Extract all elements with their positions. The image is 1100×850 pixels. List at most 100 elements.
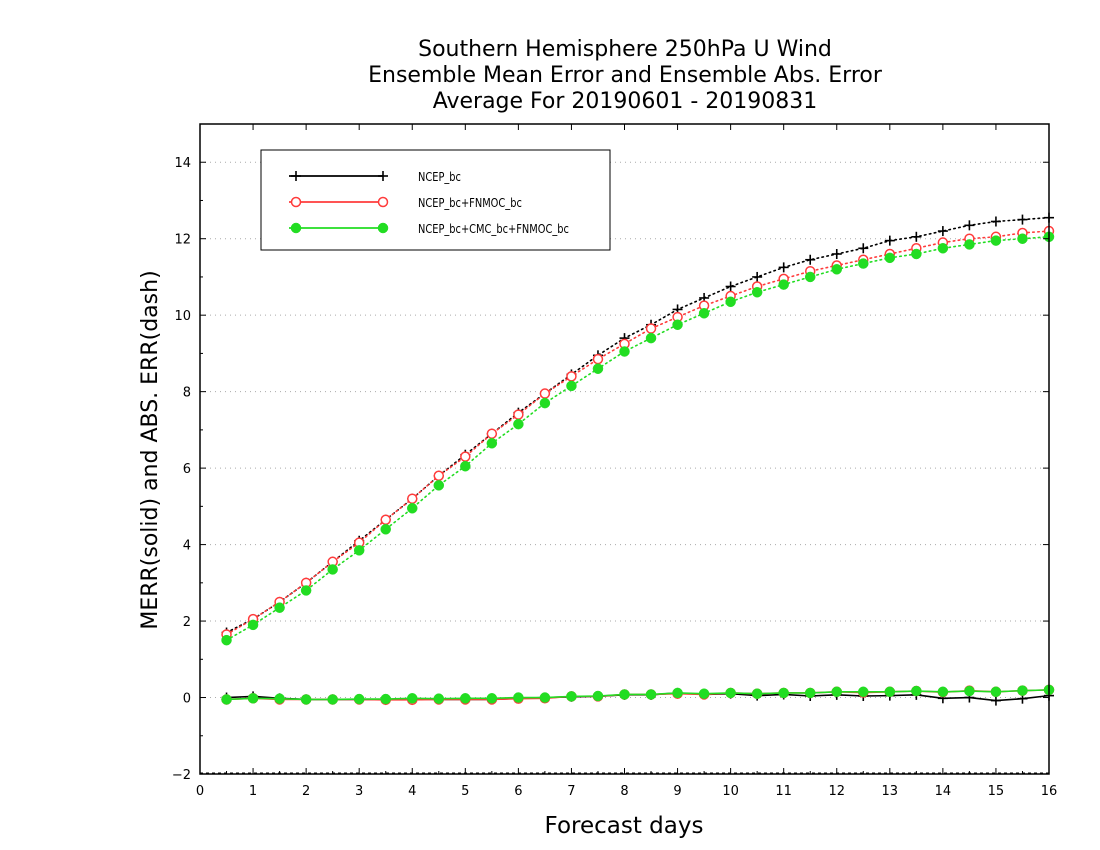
- x-tick-label: 5: [461, 784, 469, 799]
- abs-err-point: [486, 438, 498, 449]
- abs-err-point: [407, 493, 418, 504]
- legend-marker: [378, 171, 388, 181]
- abs-err-point: [884, 235, 895, 246]
- abs-err-point: [592, 363, 604, 374]
- x-tick-label: 9: [673, 784, 681, 799]
- abs-err-point: [752, 271, 763, 282]
- mean-err-point: [858, 686, 869, 698]
- mean-err-point: [592, 690, 604, 702]
- mean-err-point: [725, 687, 736, 699]
- abs-err-point: [539, 388, 551, 399]
- abs-err-point: [751, 286, 763, 298]
- abs-err-point: [964, 239, 975, 250]
- abs-err-point: [566, 380, 577, 392]
- legend-marker: [377, 222, 389, 234]
- mean-err-point: [380, 693, 391, 705]
- mean-err-point: [539, 692, 551, 703]
- abs-err-point: [911, 248, 922, 260]
- y-tick-label: −2: [172, 768, 191, 783]
- abs-err-point: [698, 308, 710, 319]
- mean-err-point: [990, 686, 1002, 698]
- legend: NCEP_bc NCEP_bc+FNMOC_bc NCEP_bc+CMC_bc+FN…: [260, 149, 611, 251]
- abs-err-point: [1017, 233, 1028, 244]
- abs-err-point: [911, 231, 922, 242]
- grid-lines: [200, 161, 1049, 774]
- mean-err-point: [486, 693, 498, 704]
- legend-marker: [291, 171, 301, 181]
- mean-err-point: [884, 686, 896, 698]
- y-tick-label: 8: [183, 386, 191, 401]
- legend-marker: [290, 196, 302, 208]
- abs-err-point: [380, 514, 391, 525]
- legend-label: NCEP_bc+CMC_bc+FNMOC_bc: [418, 222, 569, 236]
- mean-err-point: [937, 686, 949, 698]
- legend-label: NCEP_bc: [418, 170, 461, 184]
- mean-err-point: [407, 693, 418, 704]
- abs-err-point: [353, 545, 365, 556]
- abs-err-point: [645, 332, 657, 344]
- abs-err-point: [380, 524, 391, 535]
- abs-err-point: [327, 564, 338, 575]
- abs-err-point: [831, 249, 842, 259]
- abs-err-point: [778, 279, 789, 290]
- mean-err-point: [274, 693, 285, 704]
- legend-label: NCEP_bc+FNMOC_bc: [418, 196, 522, 210]
- y-tick-label: 14: [174, 156, 191, 171]
- mean-err-point: [778, 687, 789, 699]
- abs-err-line: [225, 216, 1050, 634]
- mean-err-point: [353, 693, 365, 705]
- abs-err-point: [805, 254, 816, 265]
- mean-err-point: [911, 685, 922, 697]
- mean-err-point: [460, 693, 471, 704]
- y-tick-label: 2: [183, 615, 191, 630]
- abs-err-point: [592, 353, 604, 365]
- abs-err-point: [300, 585, 312, 596]
- x-tick-label: 2: [302, 784, 310, 799]
- chart-title-line-3: Average For 20190601 - 20190831: [432, 89, 818, 114]
- series-1: [221, 225, 1055, 706]
- y-axis-label: MERR(solid) and ABS. ERR(dash): [138, 270, 163, 629]
- legend-marker: [377, 196, 389, 208]
- abs-err-point: [990, 235, 1002, 246]
- y-tick-label: 4: [183, 539, 191, 554]
- legend-marker: [290, 222, 302, 234]
- abs-err-point: [433, 480, 445, 491]
- mean-err-point: [751, 688, 763, 699]
- abs-err-point: [460, 460, 471, 472]
- mean-err-point: [698, 688, 710, 699]
- mean-err-point: [513, 692, 524, 703]
- series-0: [221, 212, 1054, 706]
- chart-title-line-1: Southern Hemisphere 250hPa U Wind: [418, 37, 832, 62]
- y-tick-label: 6: [183, 462, 191, 477]
- abs-err-point: [858, 243, 869, 254]
- abs-err-line: [225, 235, 1050, 641]
- abs-err-point: [778, 262, 789, 273]
- x-tick-label: 11: [775, 784, 792, 799]
- x-tick-label: 14: [935, 784, 952, 799]
- x-tick-label: 12: [828, 784, 845, 799]
- abs-err-point: [539, 397, 551, 409]
- abs-err-point: [513, 418, 524, 430]
- mean-err-point: [804, 687, 816, 699]
- y-tick-label: 10: [174, 309, 191, 324]
- mean-err-point: [433, 693, 445, 704]
- mean-err-point: [619, 689, 630, 700]
- abs-err-line: [225, 230, 1050, 636]
- abs-err-point: [1017, 214, 1028, 225]
- legend-box: [260, 149, 611, 251]
- abs-err-point: [645, 323, 657, 334]
- x-tick-label: 7: [567, 784, 575, 799]
- mean-err-point: [990, 695, 1001, 706]
- abs-err-point: [433, 470, 445, 482]
- abs-err-point: [407, 503, 418, 514]
- abs-err-point: [221, 634, 232, 646]
- series-layer: [221, 212, 1055, 706]
- abs-err-point: [486, 428, 498, 439]
- abs-err-point: [884, 252, 896, 264]
- x-tick-label: 15: [988, 784, 1005, 799]
- mean-err-point: [247, 693, 259, 704]
- abs-err-point: [619, 346, 630, 357]
- mean-err-point: [1017, 685, 1028, 696]
